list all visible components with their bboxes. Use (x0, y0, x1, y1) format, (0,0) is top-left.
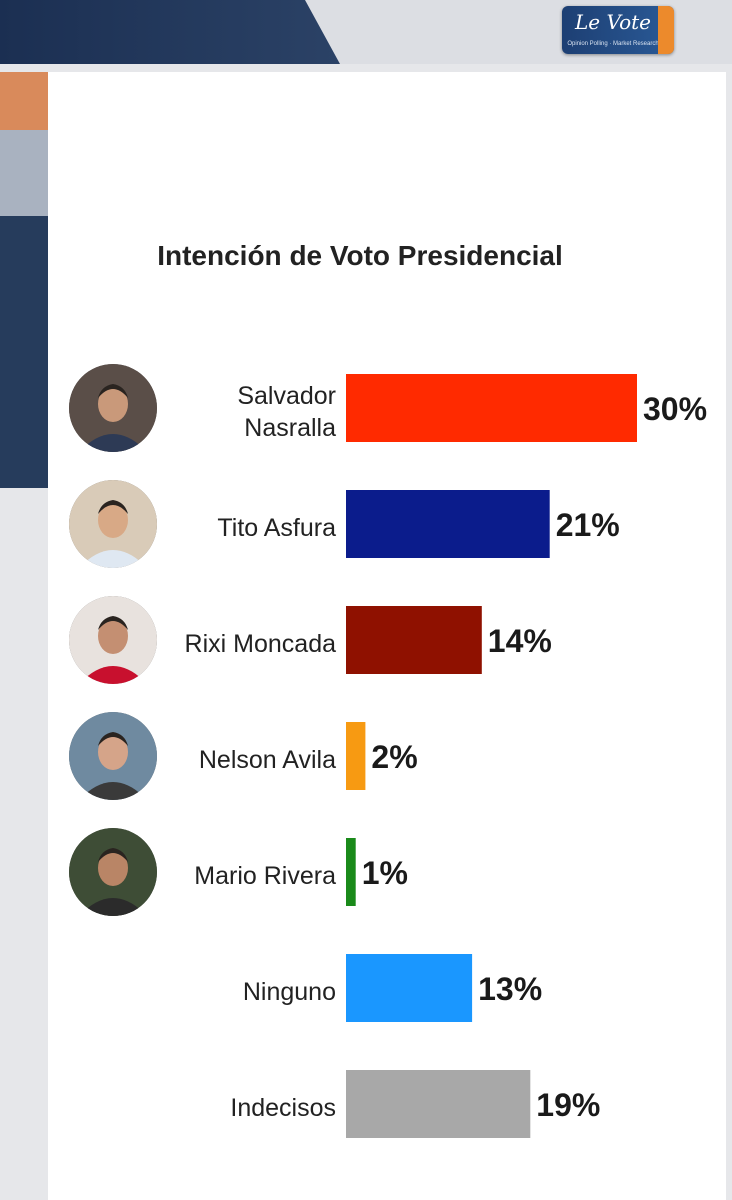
value-label-ninguno: 13% (478, 971, 542, 1007)
top-banner-dark-stripe (0, 0, 340, 64)
category-label-line: Rixi Moncada (184, 630, 336, 658)
side-accent-gray (0, 130, 48, 216)
bar-mario-rivera (346, 838, 356, 906)
side-accent-navy (0, 216, 48, 488)
bar-salvador-nasralla (346, 374, 637, 442)
side-accent-orange (0, 72, 48, 130)
top-banner: Le Vote Opinion Polling · Market Researc… (0, 0, 732, 64)
category-label-line: Ninguno (242, 978, 336, 1006)
bar-rixi-moncada (346, 606, 482, 674)
category-label-line: Nasralla (244, 414, 336, 442)
chart-title: Intención de Voto Presidencial (157, 240, 563, 271)
category-label-line: Salvador (237, 382, 336, 410)
bar-tito-asfura (346, 490, 550, 558)
avatar-mario-rivera (69, 828, 157, 916)
value-label-indecisos: 19% (536, 1087, 600, 1123)
category-label-line: Tito Asfura (217, 514, 336, 542)
bar-indecisos (346, 1070, 531, 1138)
avatar-rixi-moncada (69, 596, 157, 684)
value-label-salvador-nasralla: 30% (643, 391, 707, 427)
avatar-salvador-nasralla (69, 364, 157, 452)
category-label-rixi-moncada: Rixi Moncada (156, 628, 336, 660)
category-label-line: Indecisos (230, 1094, 336, 1122)
bar-ninguno (346, 954, 473, 1022)
category-label-tito-asfura: Tito Asfura (156, 512, 336, 544)
category-label-line: Mario Rivera (194, 862, 336, 890)
le-vote-logo: Le Vote Opinion Polling · Market Researc… (562, 6, 674, 54)
category-label-indecisos: Indecisos (156, 1092, 336, 1124)
category-label-nelson-avila: Nelson Avila (156, 744, 336, 776)
bar-nelson-avila (346, 722, 366, 790)
avatar-nelson-avila (69, 712, 157, 800)
category-label-salvador-nasralla: Salvador Nasralla (156, 380, 336, 444)
value-label-rixi-moncada: 14% (488, 623, 552, 659)
logo-text: Le Vote (575, 10, 651, 34)
category-label-ninguno: Ninguno (156, 976, 336, 1008)
logo-subtitle: Opinion Polling · Market Research (567, 41, 659, 47)
value-label-tito-asfura: 21% (556, 507, 620, 543)
value-label-nelson-avila: 2% (371, 739, 417, 775)
category-label-line: Nelson Avila (198, 746, 336, 774)
logo-accent (658, 6, 674, 54)
avatar-tito-asfura (69, 480, 157, 568)
value-label-mario-rivera: 1% (362, 855, 408, 891)
category-label-mario-rivera: Mario Rivera (156, 860, 336, 892)
